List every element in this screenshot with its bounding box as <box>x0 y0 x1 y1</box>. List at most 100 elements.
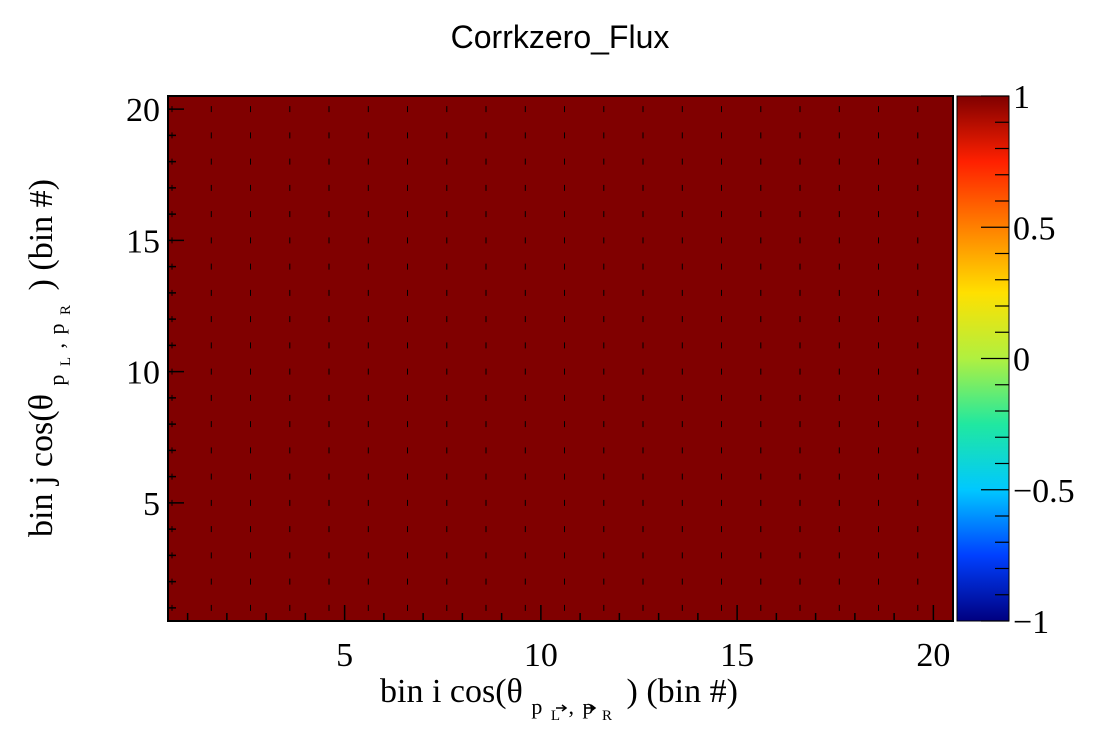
heatmap-cell <box>207 463 248 491</box>
heatmap-cell <box>756 148 797 176</box>
heatmap-cell <box>442 96 483 123</box>
heatmap-cell <box>364 253 405 281</box>
heatmap-cell <box>639 516 679 543</box>
heatmap-cell <box>207 516 248 543</box>
heatmap-cell <box>599 174 640 202</box>
heatmap-cell <box>442 463 483 491</box>
heatmap-cell <box>796 253 836 281</box>
heatmap-cell <box>207 332 248 360</box>
heatmap-cell <box>599 227 640 255</box>
heatmap-cell <box>325 516 365 543</box>
heatmap-cell <box>403 227 444 255</box>
heatmap-cell <box>403 384 444 412</box>
heatmap-cell <box>796 96 836 123</box>
heatmap-cell <box>874 489 915 517</box>
heatmap-cell <box>560 174 601 202</box>
heatmap-cell <box>796 542 836 570</box>
heatmap-cell <box>207 411 248 438</box>
x-tick-label: 20 <box>916 637 950 674</box>
heatmap-cell <box>678 148 719 176</box>
heatmap-cell <box>717 306 758 333</box>
heatmap-cell <box>756 306 797 333</box>
heatmap-cell <box>482 201 522 228</box>
heatmap-cell <box>560 332 601 360</box>
heatmap-cell <box>874 148 915 176</box>
heatmap-cell <box>285 96 326 123</box>
heatmap-cell <box>325 279 365 307</box>
heatmap-cell <box>285 332 326 360</box>
heatmap-cell <box>639 306 679 333</box>
heatmap-cell <box>756 437 797 465</box>
heatmap-cell <box>639 542 679 570</box>
heatmap-cell <box>442 542 483 570</box>
heatmap-cell <box>678 174 719 202</box>
heatmap-cell <box>246 227 287 255</box>
heatmap-cell <box>285 306 326 333</box>
heatmap-cell <box>874 174 915 202</box>
x-axis: 5 10 15 20 <box>186 605 950 674</box>
heatmap-cell <box>285 227 326 255</box>
heatmap-cell <box>482 542 522 570</box>
heatmap-cell <box>246 437 287 465</box>
heatmap-cell <box>639 253 679 281</box>
heatmap-cell <box>403 463 444 491</box>
heatmap-cell <box>521 122 562 150</box>
heatmap-cell <box>678 201 719 228</box>
heatmap-cell <box>325 411 365 438</box>
heatmap-cell <box>285 489 326 517</box>
heatmap-cell <box>482 332 522 360</box>
heatmap-cell <box>913 411 954 438</box>
heatmap-cell <box>442 122 483 150</box>
y-axis-label-sub-p1: p <box>44 375 69 386</box>
x-axis-label-sub-p1-index: L <box>551 708 560 724</box>
heatmap-cell <box>246 384 287 412</box>
heatmap-cell <box>364 148 405 176</box>
heatmap-cell <box>482 148 522 176</box>
heatmap-cell <box>521 148 562 176</box>
heatmap-cell <box>403 306 444 333</box>
heatmap-cell <box>403 201 444 228</box>
heatmap-cell <box>717 568 758 596</box>
x-axis-label-sub-p1: p <box>531 694 542 719</box>
heatmap-cell <box>756 122 797 150</box>
heatmap-cell <box>325 568 365 596</box>
heatmap-cell <box>364 568 405 596</box>
heatmap-cell <box>482 279 522 307</box>
heatmap-cell <box>285 201 326 228</box>
heatmap-cell <box>442 201 483 228</box>
heatmap-cell <box>913 489 954 517</box>
heatmap-cell <box>482 358 522 386</box>
heatmap-cell <box>521 568 562 596</box>
x-axis-label: bin i cos(θ p L , p R ) (bin #) <box>380 673 738 728</box>
colorbar-tick-label: 0 <box>1013 342 1030 379</box>
heatmap-cell <box>639 227 679 255</box>
heatmap-cell <box>835 253 876 281</box>
heatmap-cell <box>796 463 836 491</box>
heatmap-cell <box>560 279 601 307</box>
heatmap-cell <box>560 489 601 517</box>
heatmap-cell <box>756 201 797 228</box>
heatmap-cell <box>521 463 562 491</box>
heatmap-cell <box>639 568 679 596</box>
heatmap-cell <box>717 542 758 570</box>
heatmap-cell <box>521 306 562 333</box>
heatmap-cell <box>874 332 915 360</box>
heatmap-cell <box>325 201 365 228</box>
heatmap-cell <box>560 253 601 281</box>
heatmap-cell <box>560 516 601 543</box>
heatmap-cell <box>599 306 640 333</box>
heatmap-cell <box>678 306 719 333</box>
heatmap-cell <box>442 306 483 333</box>
heatmap-cell <box>599 201 640 228</box>
heatmap-cell <box>207 279 248 307</box>
heatmap-cell <box>835 306 876 333</box>
y-axis-label-sub-p1-index: L <box>58 357 74 366</box>
heatmap-cell <box>364 122 405 150</box>
heatmap-cell <box>874 122 915 150</box>
heatmap-cell <box>364 358 405 386</box>
heatmap-cell <box>678 279 719 307</box>
heatmap-cell <box>442 253 483 281</box>
heatmap-cell <box>874 306 915 333</box>
heatmap-cell <box>364 437 405 465</box>
heatmap-cell <box>717 516 758 543</box>
